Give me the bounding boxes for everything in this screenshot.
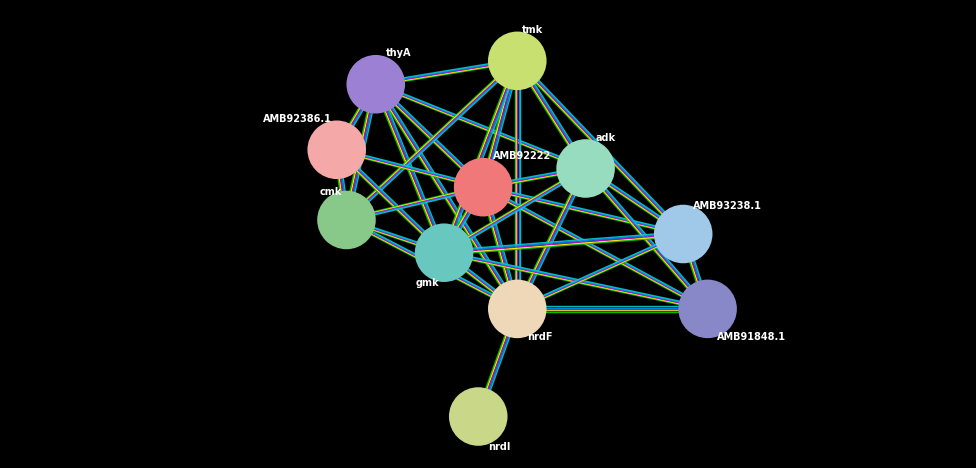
- Text: tmk: tmk: [522, 25, 544, 35]
- Ellipse shape: [449, 387, 508, 446]
- Ellipse shape: [454, 158, 512, 217]
- Text: adk: adk: [595, 133, 616, 143]
- Text: AMB93238.1: AMB93238.1: [693, 201, 762, 211]
- Ellipse shape: [488, 279, 547, 338]
- Ellipse shape: [488, 31, 547, 90]
- Ellipse shape: [307, 120, 366, 179]
- Ellipse shape: [654, 205, 712, 263]
- Ellipse shape: [678, 279, 737, 338]
- Text: nrdF: nrdF: [527, 332, 552, 342]
- Ellipse shape: [415, 223, 473, 282]
- Text: thyA: thyA: [386, 49, 411, 58]
- Text: cmk: cmk: [319, 187, 342, 197]
- Ellipse shape: [556, 139, 615, 198]
- Text: AMB92386.1: AMB92386.1: [263, 114, 332, 124]
- Ellipse shape: [346, 55, 405, 114]
- Text: gmk: gmk: [416, 278, 439, 288]
- Text: AMB92222: AMB92222: [493, 152, 551, 161]
- Text: AMB91848.1: AMB91848.1: [717, 332, 787, 342]
- Text: nrdI: nrdI: [488, 442, 510, 452]
- Ellipse shape: [317, 190, 376, 249]
